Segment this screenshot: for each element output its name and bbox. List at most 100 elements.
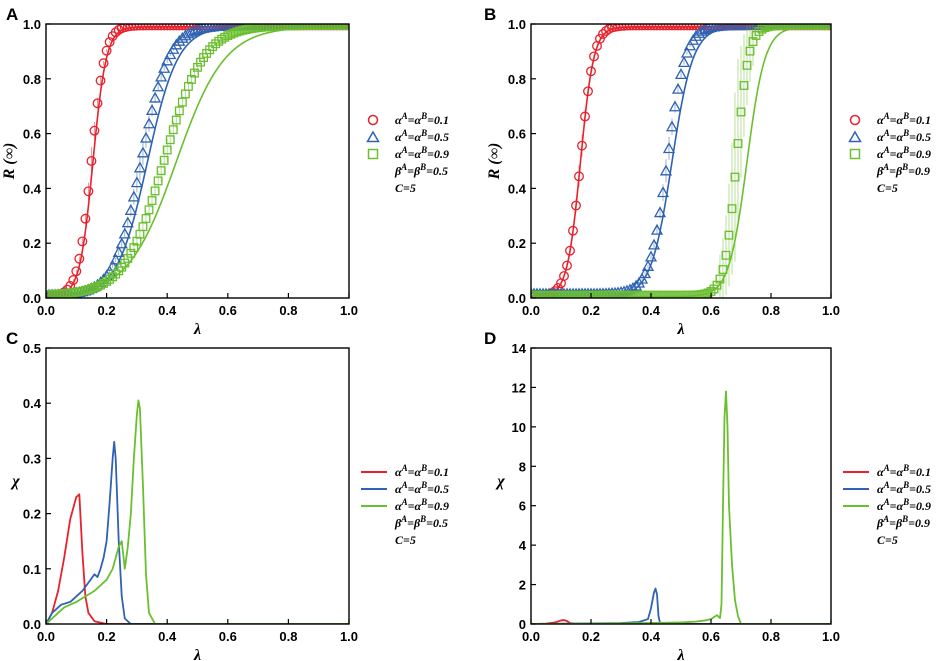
data-point (721, 250, 731, 260)
data-point (83, 186, 94, 197)
y-axis-title: R (∞) (486, 143, 503, 181)
theory-line (531, 25, 831, 298)
data-point (589, 51, 599, 62)
data-point (159, 155, 169, 165)
data-point (601, 25, 611, 36)
series-line-3 (531, 390, 831, 624)
data-point (123, 254, 133, 263)
x-tick-label: 0.4 (158, 303, 177, 318)
data-point (136, 146, 150, 158)
data-point (90, 283, 99, 293)
x-tick-label: 0.2 (98, 303, 116, 318)
data-point (170, 38, 183, 50)
data-point (226, 29, 236, 39)
data-point (179, 29, 192, 41)
legend-square-marker (367, 148, 379, 160)
x-tick-label: 0.4 (642, 303, 661, 318)
y-tick-label: 0.1 (23, 562, 41, 577)
data-point (727, 204, 737, 214)
data-point (668, 100, 682, 112)
y-tick-label: 0.6 (23, 127, 41, 142)
x-tick-label: 0.8 (762, 629, 780, 644)
data-point (736, 107, 746, 117)
y-axis-title: χ (10, 473, 20, 490)
legend-label: αA​=αB​=0.5 (877, 480, 931, 496)
legend: αA​=αB​=0.1αA​=αB​=0.5αA​=αB​=0.9βA​=βB​… (848, 111, 931, 195)
x-tick-label: 0.6 (702, 303, 720, 318)
data-point (162, 145, 172, 155)
data-point (562, 260, 572, 271)
x-axis-title: λ (676, 321, 684, 338)
series-2 (531, 24, 831, 298)
data-point (826, 24, 831, 30)
legend: αA​=αB​=0.1αA​=αB​=0.5αA​=αB​=0.9βA​=βB​… (843, 463, 931, 547)
legend-note: C=5 (395, 533, 416, 547)
axes-frame (45, 347, 350, 625)
data-point (656, 186, 670, 198)
y-tick-label: 0.4 (23, 181, 42, 196)
x-tick-label: 1.0 (340, 629, 358, 644)
data-point (193, 62, 202, 72)
x-tick-label: 0.8 (279, 629, 297, 644)
data-point (565, 245, 575, 256)
x-tick-label: 0.2 (98, 629, 116, 644)
data-point (80, 285, 90, 295)
y-tick-label: 6 (519, 499, 526, 514)
data-point (647, 238, 661, 250)
data-point (568, 225, 578, 236)
legend-label: αA​=αB​=0.9 (395, 145, 449, 161)
series-line-2 (531, 587, 831, 624)
data-point (104, 37, 115, 47)
y-tick-label: 0.4 (23, 396, 42, 411)
data-point (119, 24, 130, 33)
axes-frame (530, 23, 832, 299)
x-tick-label: 0.4 (642, 629, 661, 644)
data-point (108, 272, 118, 282)
x-tick-label: 0.8 (762, 303, 780, 318)
legend-label: αA​=αB​=0.1 (395, 111, 449, 127)
data-point (653, 206, 667, 218)
y-tick-label: 0.0 (23, 617, 41, 632)
data-point (577, 140, 587, 151)
y-tick-label: 2 (519, 578, 526, 593)
x-tick-label: 0.2 (582, 629, 600, 644)
data-point (92, 98, 103, 109)
data-point (152, 80, 165, 92)
plot-area (46, 24, 349, 298)
data-point (671, 82, 685, 94)
data-point (174, 106, 184, 116)
data-point (571, 200, 581, 211)
data-point (124, 203, 137, 215)
data-point (148, 91, 162, 103)
data-point (742, 60, 752, 70)
data-point (102, 277, 112, 286)
data-point (77, 236, 88, 247)
data-point (211, 39, 221, 49)
data-point (115, 237, 128, 249)
data-point (112, 246, 125, 258)
data-point (715, 274, 725, 284)
legend-label: αA​=αB​=0.5 (395, 128, 449, 144)
axes-frame (45, 23, 350, 299)
data-point (733, 139, 743, 148)
data-point (141, 214, 151, 223)
panel-letter: D (484, 329, 496, 348)
data-point (150, 186, 160, 196)
data-point (238, 25, 248, 35)
data-point (680, 46, 694, 58)
data-point (220, 32, 230, 42)
x-axis-title: λ (193, 647, 201, 661)
y-tick-label: 0.5 (23, 341, 41, 356)
y-tick-label: 1.0 (23, 17, 41, 32)
x-tick-label: 0.0 (37, 303, 55, 318)
data-point (760, 24, 770, 33)
data-point (98, 58, 109, 69)
data-point (74, 253, 85, 264)
data-point (559, 271, 569, 282)
legend-label: αA​=αB​=0.9 (877, 145, 931, 161)
legend-note: C=5 (395, 181, 416, 195)
data-point (223, 31, 233, 41)
panel-b: B 0.0 0.2 0.4 0.6 0.8 1.0 0.0 0.2 0.4 0.6 0.8 1.0 λ R … (484, 5, 931, 338)
data-point (650, 223, 664, 235)
data-point (129, 243, 139, 253)
